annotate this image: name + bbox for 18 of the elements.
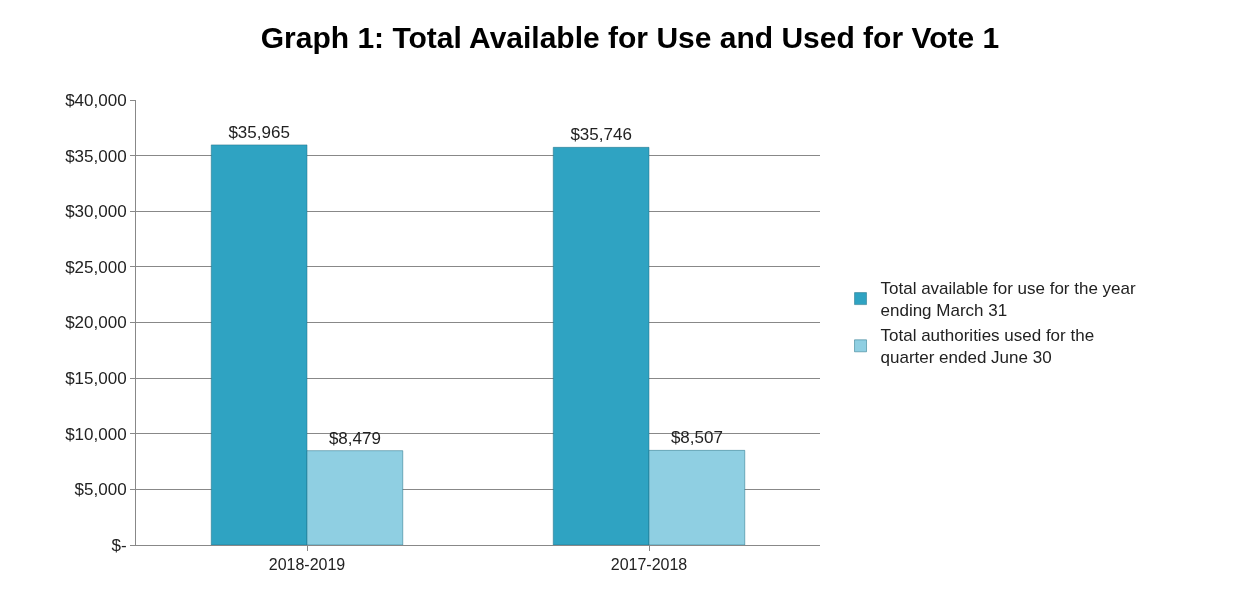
y-tick-label: $- [111, 535, 127, 555]
y-tick-label: $5,000 [74, 480, 127, 500]
y-tick-label: $20,000 [65, 313, 127, 333]
data-label: $8,507 [670, 428, 723, 448]
data-label: $8,479 [328, 428, 381, 448]
y-tick-label: $10,000 [65, 424, 127, 444]
x-tick-label: 2017-2018 [610, 556, 688, 574]
data-label: $35,746 [570, 125, 632, 145]
legend-label: Total available for use for the year ending March 31 [880, 279, 1136, 321]
y-tick-label: $25,000 [65, 257, 127, 277]
y-tick-label: $35,000 [65, 146, 127, 166]
y-tick-label: $15,000 [65, 369, 127, 389]
y-tick-label: $40,000 [65, 90, 127, 110]
legend-label: Total authorities used for the quarter ended June 30 [880, 326, 1095, 368]
data-label: $35,965 [228, 122, 290, 142]
y-tick-label: $30,000 [65, 202, 127, 222]
x-tick-label: 2018-2019 [268, 556, 346, 574]
chart-title: Graph 1: Total Available for Use and Used for Vote 1 [260, 21, 1000, 55]
